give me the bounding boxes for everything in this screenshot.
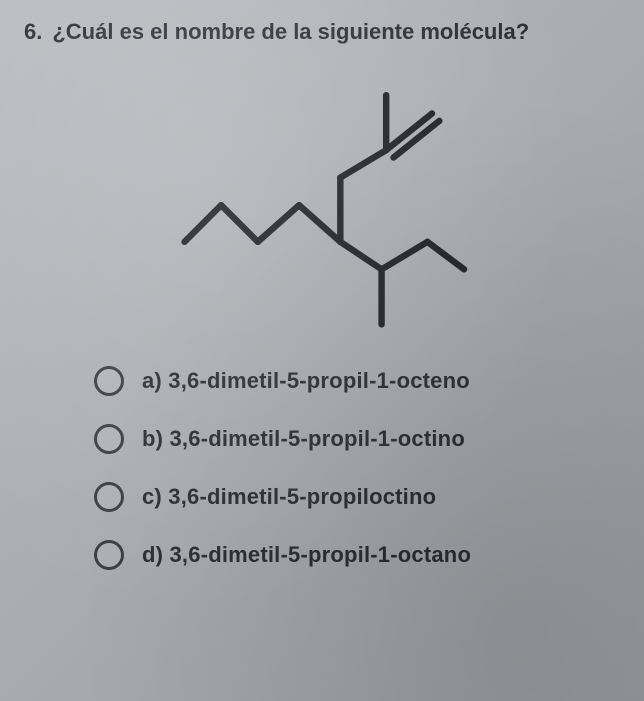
- radio-icon[interactable]: [94, 424, 124, 454]
- option-c[interactable]: c) 3,6-dimetil-5-propiloctino: [94, 482, 620, 512]
- question-text: ¿Cuál es el nombre de la siguiente moléc…: [52, 18, 620, 46]
- option-label: c) 3,6-dimetil-5-propiloctino: [142, 484, 436, 510]
- page: 6. ¿Cuál es el nombre de la siguiente mo…: [0, 0, 644, 701]
- molecule-container: [24, 56, 620, 336]
- option-letter: d): [142, 542, 163, 567]
- option-d[interactable]: d) 3,6-dimetil-5-propil-1-octano: [94, 540, 620, 570]
- option-letter: c): [142, 484, 162, 509]
- option-label: a) 3,6-dimetil-5-propil-1-octeno: [142, 368, 470, 394]
- radio-icon[interactable]: [94, 366, 124, 396]
- radio-icon[interactable]: [94, 482, 124, 512]
- options-list: a) 3,6-dimetil-5-propil-1-octeno b) 3,6-…: [94, 366, 620, 570]
- molecule-diagram: [157, 56, 487, 336]
- option-text: 3,6-dimetil-5-propil-1-octino: [169, 426, 464, 451]
- option-label: d) 3,6-dimetil-5-propil-1-octano: [142, 542, 471, 568]
- option-a[interactable]: a) 3,6-dimetil-5-propil-1-octeno: [94, 366, 620, 396]
- option-label: b) 3,6-dimetil-5-propil-1-octino: [142, 426, 465, 452]
- question-number: 6.: [24, 18, 42, 46]
- option-text: 3,6-dimetil-5-propil-1-octano: [169, 542, 471, 567]
- option-letter: a): [142, 368, 162, 393]
- radio-icon[interactable]: [94, 540, 124, 570]
- option-b[interactable]: b) 3,6-dimetil-5-propil-1-octino: [94, 424, 620, 454]
- option-text: 3,6-dimetil-5-propiloctino: [168, 484, 436, 509]
- question-header: 6. ¿Cuál es el nombre de la siguiente mo…: [24, 18, 620, 46]
- option-text: 3,6-dimetil-5-propil-1-octeno: [168, 368, 470, 393]
- option-letter: b): [142, 426, 163, 451]
